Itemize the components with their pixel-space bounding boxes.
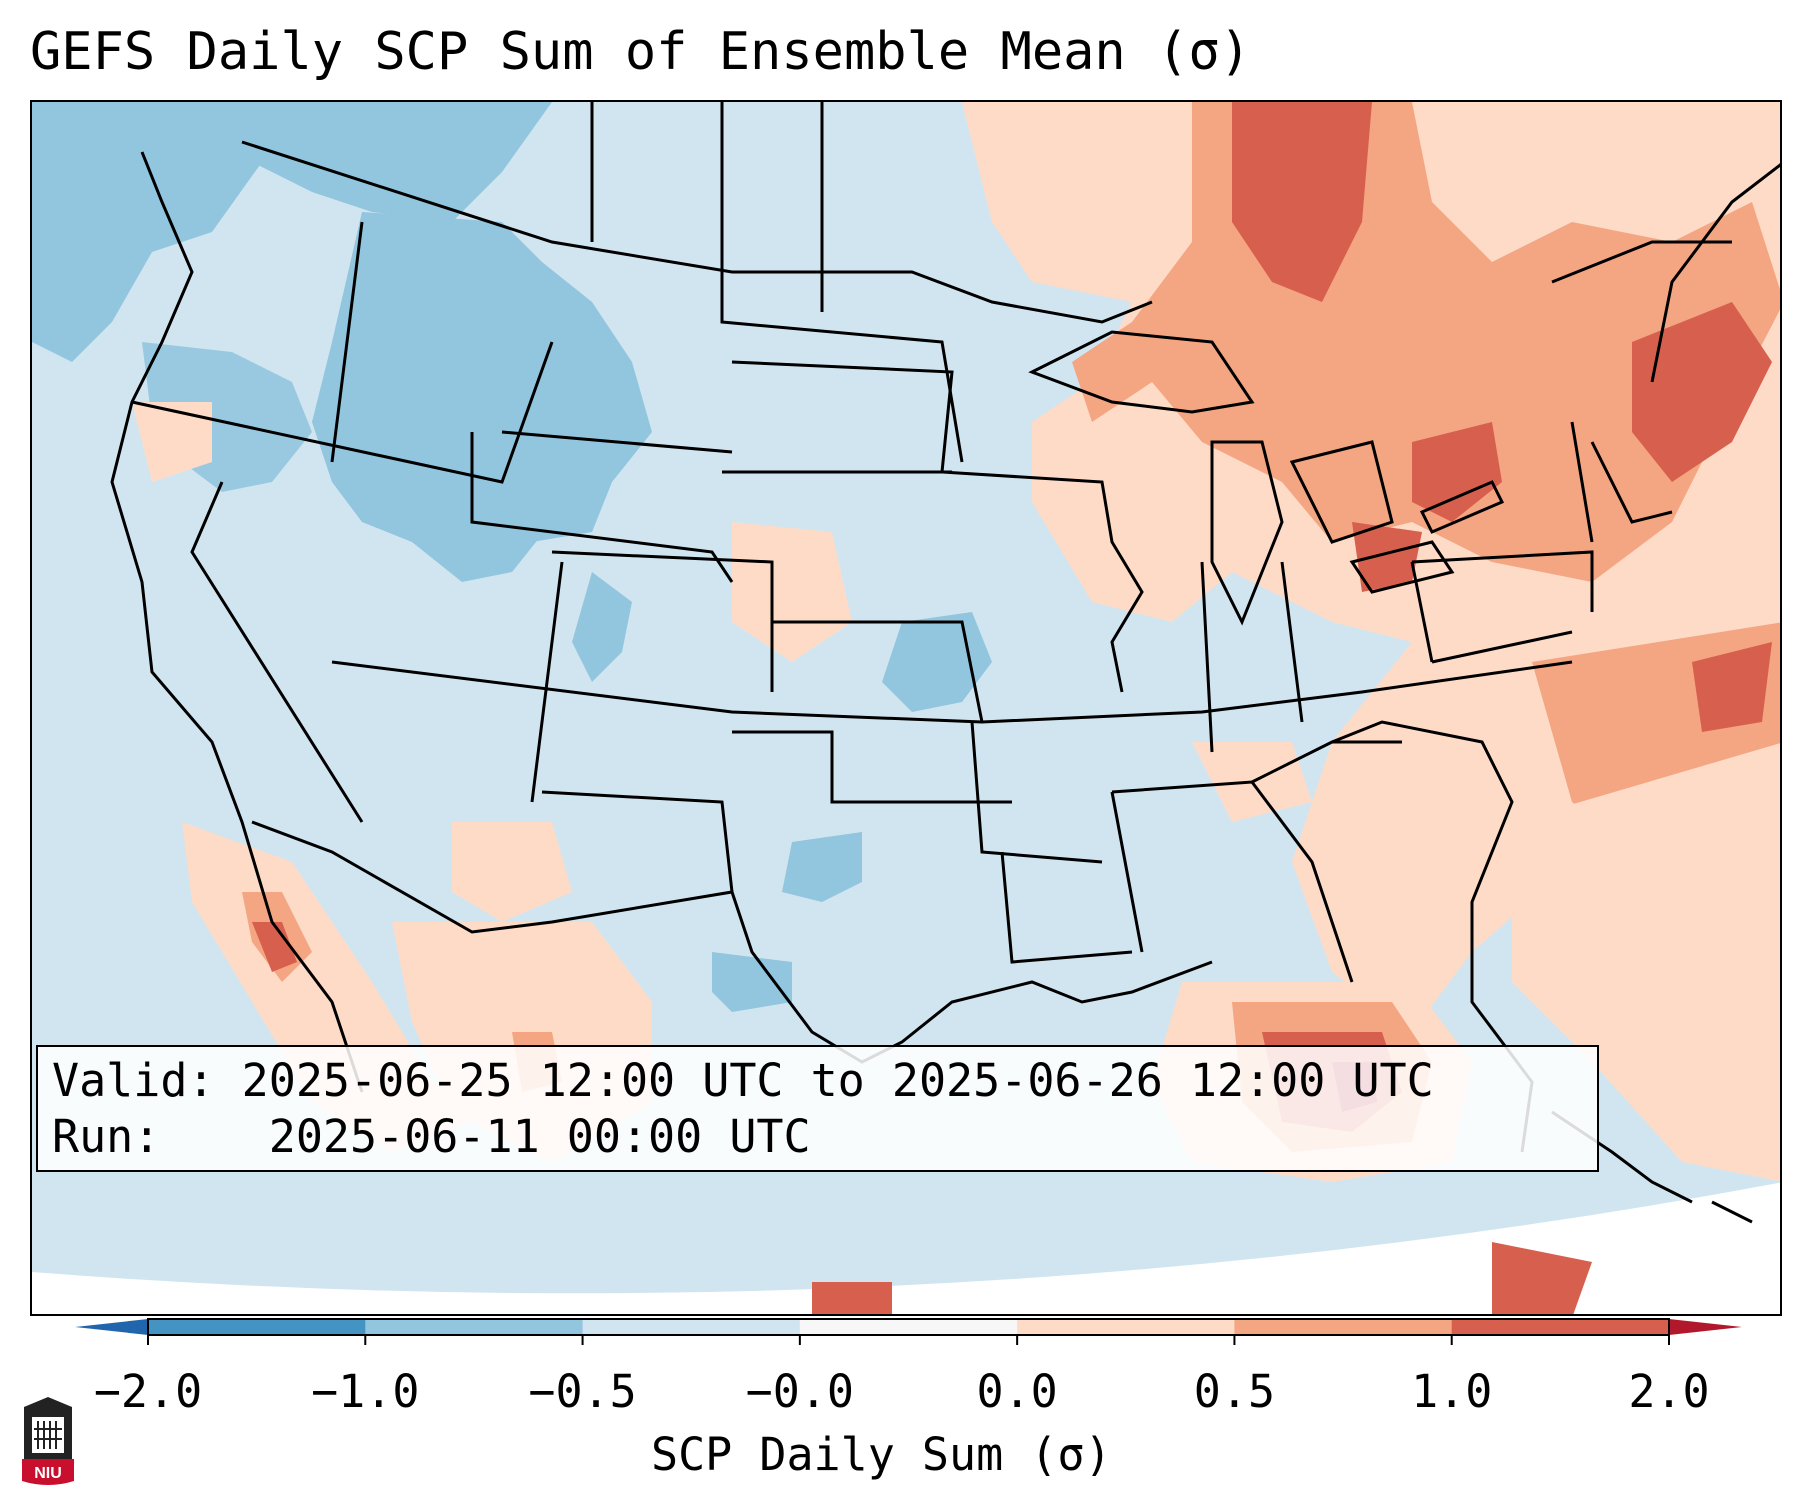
colorbar-bin: [148, 1319, 366, 1335]
niu-logo: NIU: [22, 1397, 74, 1485]
map-panel: [30, 100, 1782, 1316]
run-value: 2025-06-11 00:00 UTC: [268, 1110, 811, 1163]
great-lakes: [1028, 330, 1505, 626]
valid-label: Valid:: [52, 1054, 215, 1107]
negative-anomaly-regions: [32, 102, 992, 1012]
run-label: Run:: [52, 1110, 161, 1163]
colorbar-tick-label: −1.0: [311, 1365, 420, 1418]
colorbar-tick-label: −0.5: [528, 1365, 637, 1418]
colorbar-bin: [799, 1319, 1018, 1335]
state-boundaries: [110, 102, 1780, 1153]
validity-info-box: Valid: 2025-06-25 12:00 UTC to 2025-06-2…: [36, 1045, 1599, 1172]
colorbar: [75, 1318, 1742, 1345]
colorbar-bin: [1017, 1319, 1235, 1335]
colorbar-tick-label: 0.0: [976, 1365, 1058, 1418]
colorbar-outline: [147, 1318, 1670, 1336]
colorbar-tick-label: 2.0: [1628, 1365, 1710, 1418]
colorbar-under-arrow: [75, 1319, 148, 1335]
off-domain-area: [32, 1182, 1780, 1314]
colorbar-tick-label: 0.5: [1193, 1365, 1276, 1418]
valid-value: 2025-06-25 12:00 UTC to 2025-06-26 12:00…: [241, 1054, 1434, 1107]
colorbar-tick-label: −2.0: [93, 1365, 203, 1418]
colorbar-tick-label: −0.0: [745, 1365, 855, 1418]
map-title: GEFS Daily SCP Sum of Ensemble Mean (σ): [30, 22, 1251, 82]
colorbar-bin: [1234, 1319, 1453, 1335]
colorbar-label: SCP Daily Sum (σ): [651, 1428, 1112, 1481]
colorbar-tick-label: 1.0: [1411, 1365, 1493, 1418]
colorbar-over-arrow: [1669, 1319, 1742, 1335]
colorbar-bin: [582, 1319, 801, 1335]
colorbar-bin: [1451, 1319, 1670, 1335]
logo-text: NIU: [34, 1465, 62, 1482]
colorbar-bin: [365, 1319, 584, 1335]
